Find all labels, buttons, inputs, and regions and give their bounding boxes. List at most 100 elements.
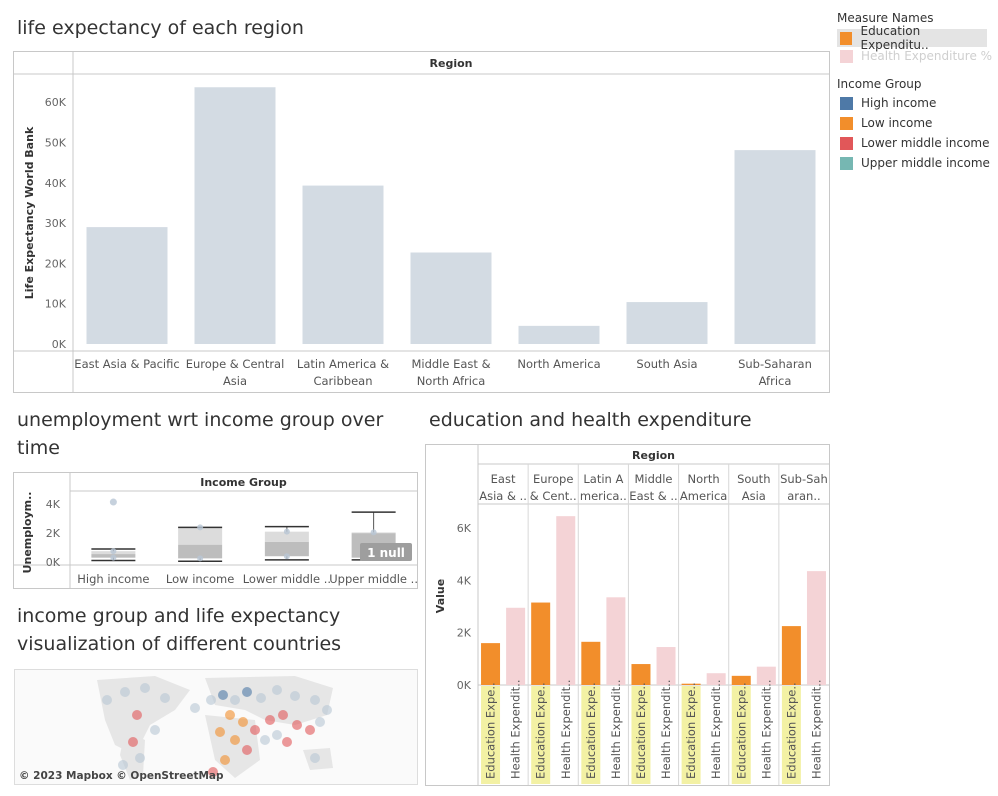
category-label: Low income <box>166 572 234 586</box>
y-axis-title: Life Expectancy World Bank <box>23 126 36 299</box>
bar <box>581 641 601 685</box>
y-tick-label: 20K <box>45 257 67 270</box>
legend-swatch-lower-middle <box>840 136 853 150</box>
country-marker <box>310 695 320 705</box>
legend-measure-title: Measure Names <box>837 11 934 25</box>
legend-swatch-high <box>840 96 853 110</box>
measure-label: Education Expe.. <box>784 682 798 779</box>
measure-label: Education Expe.. <box>584 682 598 779</box>
country-marker <box>225 710 235 720</box>
legend-measure-health[interactable]: Health Expenditure % <box>837 49 992 63</box>
measure-label: Health Expendit.. <box>709 680 723 779</box>
country-marker <box>305 725 315 735</box>
title-life-expectancy: life expectancy of each region <box>17 17 304 39</box>
country-marker <box>120 687 130 697</box>
legend-measure-education[interactable]: Education Expenditu.. <box>837 24 987 52</box>
unemployment-boxplot[interactable]: Income Group 0K 2K 4K Unemploym.. High income… <box>13 472 418 589</box>
country-marker <box>132 710 142 720</box>
y-tick-label: 30K <box>45 217 67 230</box>
country-marker <box>230 735 240 745</box>
outlier-point <box>109 498 117 506</box>
measure-label: Education Expe.. <box>534 682 548 779</box>
country-marker <box>190 703 200 713</box>
category-label: East Asia & Pacific <box>74 357 179 371</box>
legend-income-high[interactable]: High income <box>840 96 936 110</box>
bar <box>734 150 816 344</box>
country-marker <box>140 683 150 693</box>
bar <box>481 643 501 685</box>
legend-income-lower-middle[interactable]: Lower middle income <box>840 136 990 150</box>
measure-highlight <box>731 686 751 784</box>
measure-label: Health Expendit.. <box>559 680 573 779</box>
country-marker <box>135 753 145 763</box>
country-marker <box>265 715 275 725</box>
country-marker <box>128 737 138 747</box>
measure-label: Education Expe.. <box>734 682 748 779</box>
region-label: Asia <box>742 489 766 503</box>
legend-income-upper-middle[interactable]: Upper middle income <box>840 156 990 170</box>
data-point <box>283 528 290 535</box>
y-tick-label: 10K <box>45 298 67 311</box>
y-tick-label: 4K <box>457 574 472 587</box>
region-label: America <box>680 489 727 503</box>
legend-label-high: High income <box>861 96 937 110</box>
header-income-group: Income Group <box>200 476 287 489</box>
y-tick-label: 2K <box>46 527 61 540</box>
country-marker <box>272 730 282 740</box>
y-tick-label: 40K <box>45 177 67 190</box>
country-marker <box>242 745 252 755</box>
data-point <box>197 555 204 562</box>
box-upper <box>178 527 223 545</box>
title-map-line2: visualization of different countries <box>17 633 342 655</box>
country-marker <box>256 693 266 703</box>
category-label: Caribbean <box>313 374 372 388</box>
null-badge-text: 1 null <box>367 546 405 560</box>
country-marker <box>118 760 128 770</box>
data-point <box>197 524 204 531</box>
country-marker <box>206 695 216 705</box>
measure-label: Health Expendit.. <box>809 680 823 779</box>
country-marker <box>272 685 282 695</box>
measure-label: Health Expendit.. <box>659 680 673 779</box>
header-region: Region <box>430 57 473 70</box>
box-lower <box>264 541 309 557</box>
y-tick-label: 0K <box>457 679 472 692</box>
title-unemployment-line2: time <box>17 437 60 459</box>
measure-label: Health Expendit.. <box>609 680 623 779</box>
bar <box>631 664 651 685</box>
category-label: North Africa <box>417 374 486 388</box>
measure-highlight <box>631 686 651 784</box>
world-map[interactable]: © 2023 Mapbox © OpenStreetMap <box>14 669 418 785</box>
country-marker <box>150 725 160 735</box>
country-marker <box>238 717 248 727</box>
legend-label-low: Low income <box>861 116 933 130</box>
life-expectancy-chart[interactable]: Region 0K 10K 20K 30K 40K 50K 60K Life Expectanc… <box>13 51 830 393</box>
category-label: Upper middle .. <box>329 572 417 586</box>
expenditure-chart[interactable]: Region 0K 2K 4K 6K Value East Asia & .. Educatio… <box>425 444 830 786</box>
bar <box>506 607 526 685</box>
measure-label: Health Expendit.. <box>759 680 773 779</box>
country-marker <box>322 705 332 715</box>
category-label: Asia <box>223 374 247 388</box>
title-unemployment: unemployment wrt income group over time <box>17 406 383 462</box>
country-marker <box>215 727 225 737</box>
measure-highlight <box>481 686 501 784</box>
country-marker <box>242 687 252 697</box>
country-marker <box>278 710 288 720</box>
bar <box>556 516 576 685</box>
region-label: merica.. <box>580 489 627 503</box>
country-marker <box>220 755 230 765</box>
y-tick-label: 4K <box>46 498 61 511</box>
landmass-eurasia <box>205 676 333 725</box>
title-map-line1: income group and life expectancy <box>17 605 341 627</box>
measure-label: Education Expe.. <box>484 682 498 779</box>
country-marker <box>160 693 170 703</box>
region-label: Europe <box>533 472 573 486</box>
map-credit[interactable]: © 2023 Mapbox © OpenStreetMap <box>19 770 224 782</box>
legend-income-low[interactable]: Low income <box>840 116 932 130</box>
bar <box>194 87 276 345</box>
category-label: High income <box>77 572 149 586</box>
bar <box>86 227 168 344</box>
y-tick-label: 6K <box>457 522 472 535</box>
measure-highlight <box>531 686 551 784</box>
